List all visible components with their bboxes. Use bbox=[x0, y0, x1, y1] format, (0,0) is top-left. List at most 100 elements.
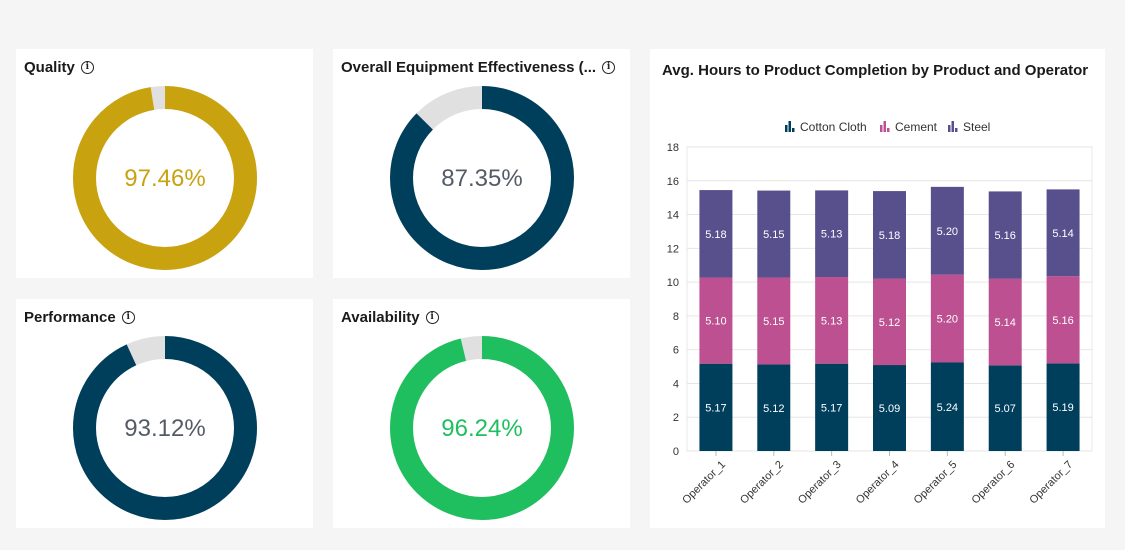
bar-segment bbox=[930, 362, 964, 451]
bar-segment bbox=[930, 274, 964, 363]
data-label: 5.12 bbox=[879, 317, 900, 329]
legend-label: Cotton Cloth bbox=[800, 120, 867, 134]
bar-segment bbox=[873, 365, 906, 451]
data-label: 5.14 bbox=[1052, 228, 1073, 240]
data-label: 5.17 bbox=[705, 402, 726, 414]
y-tick-label: 14 bbox=[667, 210, 679, 222]
bar-segment bbox=[815, 190, 849, 278]
data-label: 5.12 bbox=[763, 403, 784, 415]
data-label: 5.17 bbox=[821, 402, 842, 414]
legend-label: Steel bbox=[963, 120, 990, 134]
data-label: 5.07 bbox=[995, 403, 1016, 415]
donut-chart-availability: 96.24% bbox=[390, 336, 574, 520]
donut-value-label: 87.35% bbox=[441, 165, 522, 192]
x-tick-label: Operator_4 bbox=[854, 459, 902, 507]
x-tick-label: Operator_3 bbox=[796, 459, 844, 507]
donut-arc bbox=[73, 336, 257, 520]
y-tick-label: 0 bbox=[673, 446, 679, 458]
kpi-title-oee: Overall Equipment Effectiveness (... i bbox=[341, 59, 616, 76]
data-label: 5.13 bbox=[821, 315, 842, 327]
y-tick-label: 2 bbox=[673, 412, 679, 424]
y-tick-label: 18 bbox=[667, 142, 679, 154]
donut-value-label: 93.12% bbox=[124, 415, 205, 442]
bar-segment bbox=[815, 363, 849, 451]
bar-segment bbox=[815, 277, 849, 364]
bar-segment bbox=[757, 277, 791, 365]
info-icon[interactable]: i bbox=[602, 61, 616, 74]
donut-arc bbox=[73, 86, 257, 270]
stacked-bar-chart: 0 2 4 6 8 10 12 14 16 18 5.17 5.10 5.18 Operator_1 5.1… bbox=[667, 120, 1093, 507]
legend-marker bbox=[788, 121, 791, 132]
data-label: 5.14 bbox=[995, 317, 1016, 329]
data-label: 5.16 bbox=[995, 230, 1016, 242]
bar-segment bbox=[757, 364, 791, 451]
legend-marker bbox=[883, 121, 886, 132]
y-tick-label: 10 bbox=[667, 277, 679, 289]
y-tick-label: 4 bbox=[673, 378, 679, 390]
data-label: 5.09 bbox=[879, 403, 900, 415]
data-label: 5.18 bbox=[879, 230, 900, 242]
legend-marker bbox=[880, 125, 883, 132]
kpi-title-text: Quality bbox=[24, 59, 75, 76]
kpi-card-quality: Quality i 97.46% bbox=[16, 49, 313, 278]
legend-label: Cement bbox=[895, 120, 938, 134]
chart-title: Avg. Hours to Product Completion by Prod… bbox=[662, 62, 1089, 79]
kpi-title-quality: Quality i bbox=[24, 59, 94, 76]
y-tick-label: 16 bbox=[667, 176, 679, 188]
kpi-title-availability: Availability i bbox=[341, 309, 439, 326]
x-tick-label: Operator_6 bbox=[969, 459, 1017, 507]
data-label: 5.19 bbox=[1052, 402, 1073, 414]
info-icon[interactable]: i bbox=[80, 61, 94, 74]
bar-segment bbox=[873, 191, 906, 279]
kpi-card-availability: Availability i 96.24% bbox=[333, 299, 630, 528]
bar-segment bbox=[988, 278, 1022, 366]
legend-marker bbox=[785, 125, 788, 132]
legend-marker bbox=[951, 121, 954, 132]
bar-segment bbox=[1046, 189, 1080, 277]
donut-chart-quality: 97.46% bbox=[73, 86, 257, 270]
x-tick-label: Operator_5 bbox=[912, 459, 960, 507]
donut-value-label: 97.46% bbox=[124, 165, 205, 192]
donut-value-label: 96.24% bbox=[441, 415, 522, 442]
data-label: 5.15 bbox=[763, 229, 784, 241]
bar-segment bbox=[988, 365, 1022, 451]
data-label: 5.10 bbox=[705, 316, 726, 328]
data-label: 5.20 bbox=[937, 314, 958, 326]
kpi-title-performance: Performance i bbox=[24, 309, 135, 326]
bar-segment bbox=[873, 278, 906, 366]
donut-chart-performance: 93.12% bbox=[73, 336, 257, 520]
donut-chart-oee: 87.35% bbox=[390, 86, 574, 270]
bar-segment bbox=[699, 277, 733, 364]
info-icon[interactable]: i bbox=[425, 311, 439, 324]
x-tick-label: Operator_7 bbox=[1027, 459, 1075, 507]
data-label: 5.15 bbox=[763, 316, 784, 328]
kpi-title-text: Availability bbox=[341, 309, 420, 326]
bar-segment bbox=[699, 190, 733, 278]
kpi-title-text: Performance bbox=[24, 309, 116, 326]
legend-marker bbox=[955, 128, 958, 132]
legend-marker bbox=[792, 128, 795, 132]
y-tick-label: 6 bbox=[673, 345, 679, 357]
data-label: 5.13 bbox=[821, 229, 842, 241]
data-label: 5.16 bbox=[1052, 315, 1073, 327]
y-tick-label: 12 bbox=[667, 243, 679, 255]
info-icon[interactable]: i bbox=[121, 311, 135, 324]
legend-marker bbox=[948, 125, 951, 132]
kpi-title-text: Overall Equipment Effectiveness (... bbox=[341, 59, 597, 76]
kpi-card-performance: Performance i 93.12% bbox=[16, 299, 313, 528]
x-tick-label: Operator_2 bbox=[738, 459, 786, 507]
chart-card-completion-hours: Avg. Hours to Product Completion by Prod… bbox=[650, 49, 1105, 528]
bar-segment bbox=[699, 363, 733, 451]
bar-segment bbox=[988, 191, 1022, 279]
kpi-card-oee: Overall Equipment Effectiveness (... i 8… bbox=[333, 49, 630, 278]
y-tick-label: 8 bbox=[673, 311, 679, 323]
donut-arc bbox=[390, 336, 574, 520]
donut-arc bbox=[390, 86, 574, 270]
bar-segment bbox=[1046, 363, 1080, 451]
data-label: 5.18 bbox=[705, 229, 726, 241]
bar-segment bbox=[1046, 276, 1080, 364]
bar-segment bbox=[757, 190, 791, 278]
legend-marker bbox=[887, 128, 890, 132]
data-label: 5.20 bbox=[937, 226, 958, 238]
bar-segment bbox=[930, 186, 964, 275]
